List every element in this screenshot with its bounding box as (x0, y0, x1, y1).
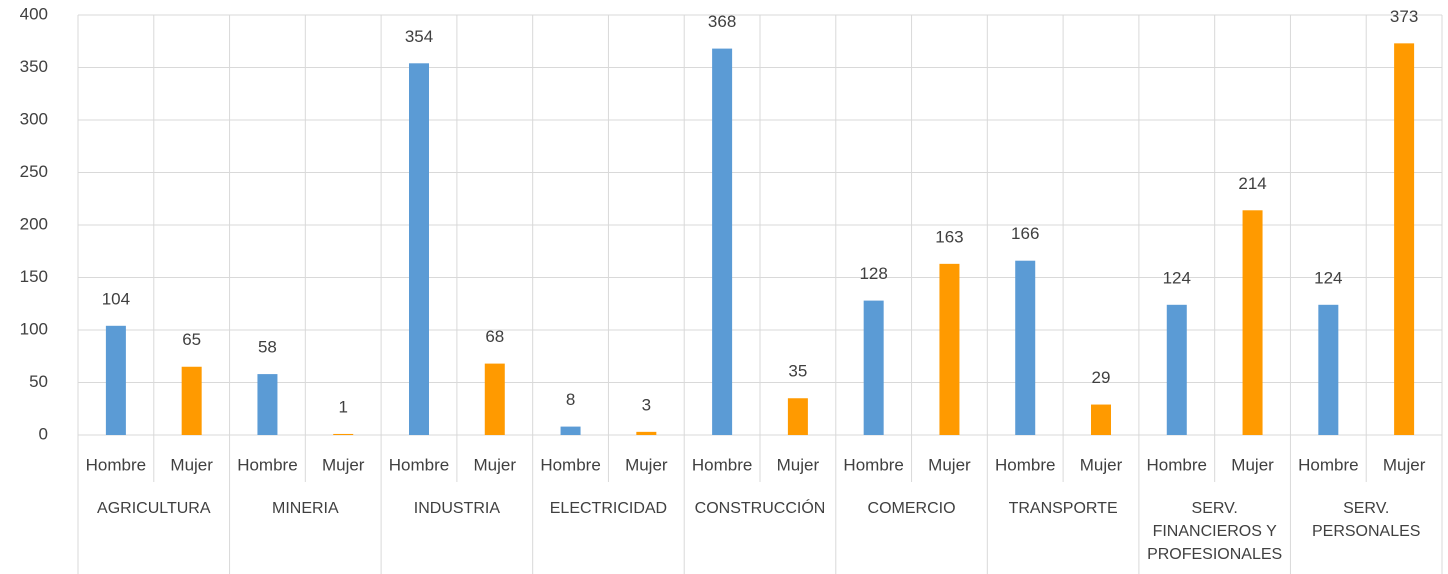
data-label: 214 (1238, 174, 1266, 193)
sub-category-label: Hombre (1298, 455, 1358, 474)
data-label: 368 (708, 12, 736, 31)
category-label: SERV. FINANCIEROS Y PROFESIONALES (1147, 500, 1283, 563)
bar (1015, 260, 1036, 435)
y-tick-label: 400 (20, 4, 48, 23)
bar (484, 363, 505, 435)
bar (409, 63, 429, 436)
data-label: 8 (566, 390, 575, 409)
bar (333, 433, 354, 435)
data-label: 163 (935, 227, 963, 246)
sub-category-label: Mujer (928, 455, 971, 474)
bar (1242, 210, 1263, 435)
data-label: 166 (1011, 224, 1039, 243)
y-tick-label: 50 (29, 372, 48, 391)
y-tick-label: 300 (20, 109, 48, 128)
bar (257, 374, 278, 435)
bar (1318, 304, 1339, 435)
data-label: 124 (1163, 268, 1191, 287)
category-label: INDUSTRIA (413, 500, 500, 517)
sub-category-label: Hombre (86, 455, 146, 474)
y-tick-label: 200 (20, 214, 48, 233)
bar (1166, 304, 1187, 435)
category-label: TRANSPORTE (1008, 500, 1118, 517)
y-tick-label: 350 (20, 57, 48, 76)
bar (636, 431, 657, 435)
data-label: 373 (1390, 7, 1418, 26)
bar (939, 263, 960, 435)
bar (787, 398, 808, 435)
sub-category-label: Mujer (170, 455, 213, 474)
bar (1394, 43, 1415, 435)
data-label: 65 (182, 330, 201, 349)
data-label: 104 (102, 289, 130, 308)
bar (105, 325, 126, 435)
sub-category-label: Mujer (1231, 455, 1274, 474)
sub-category-label: Mujer (1080, 455, 1123, 474)
data-label: 35 (788, 362, 807, 381)
bar (863, 300, 884, 435)
sub-category-label: Hombre (692, 455, 752, 474)
sub-category-label: Mujer (1383, 455, 1426, 474)
bar (1091, 404, 1111, 435)
sub-category-label: Hombre (1147, 455, 1207, 474)
data-label: 128 (859, 264, 887, 283)
sub-category-label: Mujer (777, 455, 820, 474)
sub-category-label: Mujer (625, 455, 668, 474)
bar (560, 426, 581, 435)
category-label: AGRICULTURA (97, 500, 211, 517)
bar (181, 366, 202, 435)
category-label: MINERIA (271, 500, 339, 517)
y-tick-label: 150 (20, 267, 48, 286)
sub-category-label: Mujer (322, 455, 365, 474)
sub-category-label: Hombre (389, 455, 449, 474)
sub-category-label: Hombre (237, 455, 297, 474)
data-label: 3 (642, 395, 651, 414)
data-label: 29 (1092, 368, 1111, 387)
y-tick-label: 0 (39, 424, 48, 443)
sub-category-label: Hombre (843, 455, 903, 474)
sub-category-label: Mujer (474, 455, 517, 474)
category-label: ELECTRICIDAD (549, 500, 668, 517)
data-label: 68 (485, 327, 504, 346)
sub-category-label: Hombre (995, 455, 1055, 474)
data-label: 354 (405, 27, 433, 46)
y-tick-label: 100 (20, 319, 48, 338)
category-label: SERV. PERSONALES (1311, 500, 1421, 540)
data-label: 1 (338, 397, 347, 416)
data-label: 58 (258, 338, 277, 357)
y-tick-label: 250 (20, 162, 48, 181)
category-label: COMERCIO (867, 500, 956, 517)
bar (712, 48, 733, 435)
category-label: CONSTRUCCIÓN (694, 500, 826, 517)
sub-category-label: Hombre (540, 455, 600, 474)
data-label: 124 (1314, 268, 1342, 287)
